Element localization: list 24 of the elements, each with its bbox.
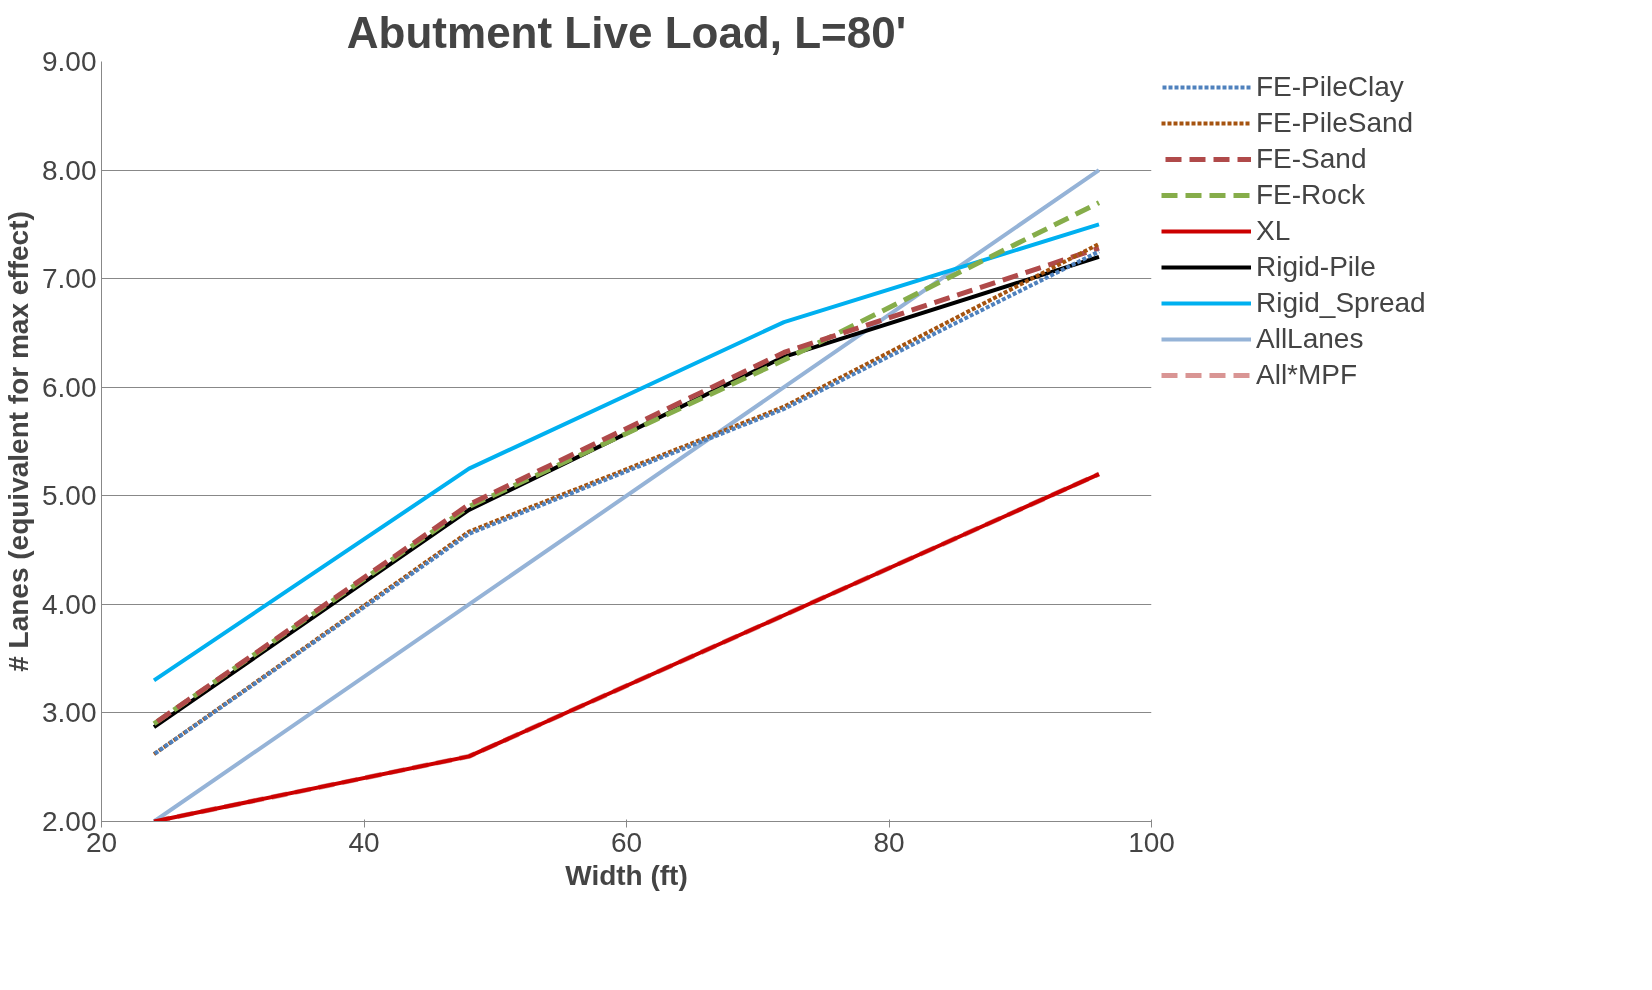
legend-label: Rigid-Pile bbox=[1256, 251, 1376, 283]
legend-label: FE-PileSand bbox=[1256, 107, 1414, 139]
legend-label: FE-PileClay bbox=[1256, 71, 1404, 103]
y-tick-label: 3.00 bbox=[42, 697, 97, 729]
y-tick-label: 9.00 bbox=[42, 46, 97, 77]
legend-label: All*MPF bbox=[1256, 359, 1358, 391]
legend-label: XL bbox=[1256, 215, 1291, 247]
x-tick-label: 80 bbox=[873, 826, 905, 858]
y-tick-label: 8.00 bbox=[42, 154, 97, 186]
x-tick-label: 40 bbox=[348, 826, 380, 858]
x-tick-label: 60 bbox=[610, 826, 643, 858]
legend-label: AllLanes bbox=[1256, 323, 1364, 355]
y-tick-label: 6.00 bbox=[42, 371, 97, 403]
y-tick-label: 5.00 bbox=[42, 480, 97, 512]
legend-label: FE-Rock bbox=[1256, 179, 1365, 211]
x-tick-label: 100 bbox=[1128, 826, 1175, 858]
x-axis-title: Width (ft) bbox=[565, 859, 688, 891]
line-series bbox=[152, 168, 1101, 822]
y-tick-label: 4.00 bbox=[42, 588, 97, 620]
legend-label: FE-Sand bbox=[1256, 143, 1367, 175]
legend-label: Rigid_Spread bbox=[1256, 287, 1426, 319]
chart-title: Abutment Live Load, L=80' bbox=[346, 7, 907, 57]
y-axis-title: # Lanes (equivalent for max effect) bbox=[3, 211, 34, 672]
y-tick-label: 7.00 bbox=[42, 263, 97, 295]
